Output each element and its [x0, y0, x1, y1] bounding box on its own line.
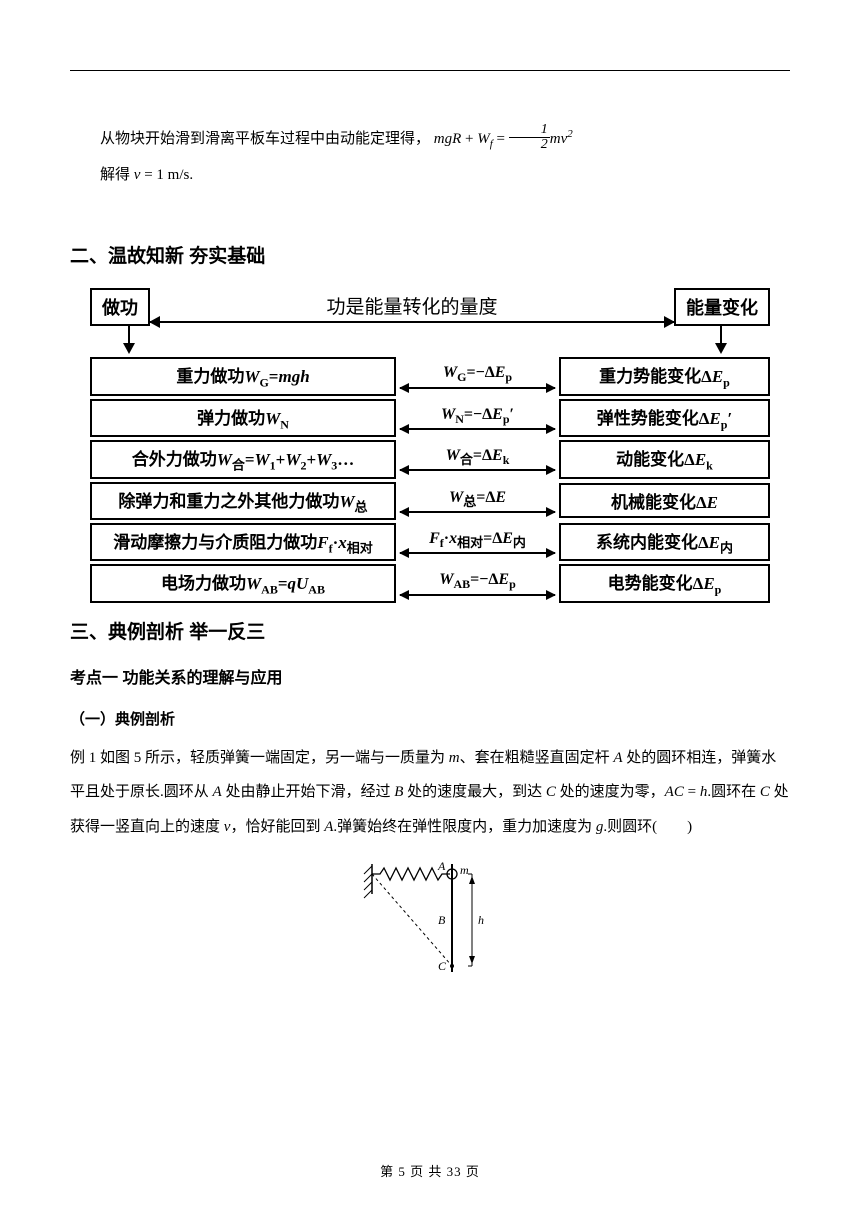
diagram-mid-arrow: W合=ΔEk — [396, 447, 559, 471]
diagram-top-left-box: 做功 — [90, 288, 150, 326]
intro-line1: 从物块开始滑到滑离平板车过程中由动能定理得， mgR + Wf = 12mv2 — [70, 121, 790, 157]
diagram-left-box: 电场力做功WAB=qUAB — [90, 564, 396, 602]
diagram-mid-label: Ff·x相对=ΔE内 — [429, 530, 526, 551]
diagram-row: 电场力做功WAB=qUAB WAB=−ΔEp 电势能变化ΔEp — [90, 564, 770, 602]
diagram-top-label: 功是能量转化的量度 — [326, 292, 497, 319]
example-1-text: 例 1 如图 5 所示，轻质弹簧一端固定，另一端与一质量为 m、套在粗糙竖直固定… — [70, 741, 790, 845]
diagram-left-box: 除弹力和重力之外其他力做功W总 — [90, 482, 396, 520]
diagram-row: 重力做功WG=mgh WG=−ΔEp 重力势能变化ΔEp — [90, 357, 770, 395]
down-arrow-icon — [98, 326, 158, 354]
diagram-left-box: 滑动摩擦力与介质阻力做功Ff·x相对 — [90, 523, 396, 561]
svg-text:B: B — [438, 913, 446, 927]
section-3-heading: 三、典例剖析 举一反三 — [70, 617, 790, 644]
svg-text:h: h — [478, 913, 484, 927]
diagram-mid-arrow: WAB=−ΔEp — [396, 571, 559, 595]
diagram-top-right-box: 能量变化 — [674, 288, 770, 326]
diagram-left-box: 合外力做功W合=W1+W2+W3… — [90, 440, 396, 478]
kaopoint-1-heading: 考点一 功能关系的理解与应用 — [70, 664, 790, 688]
diagram-row: 弹力做功WN WN=−ΔEp′ 弹性势能变化ΔEp′ — [90, 399, 770, 437]
intro-mgR: mgR — [434, 131, 462, 147]
diagram-left-box: 重力做功WG=mgh — [90, 357, 396, 395]
page-number: 第 5 页 共 33 页 — [0, 1161, 860, 1180]
intro-line2: 解得 v = 1 m/s. — [70, 157, 790, 193]
intro-W: W — [477, 131, 490, 147]
diagram-left-box: 弹力做功WN — [90, 399, 396, 437]
down-arrow-icon — [690, 326, 750, 354]
diagram-row: 滑动摩擦力与介质阻力做功Ff·x相对 Ff·x相对=ΔE内 系统内能变化ΔE内 — [90, 523, 770, 561]
diagram-mid-label: W合=ΔEk — [446, 447, 510, 468]
section-2-heading: 二、温故知新 夯实基础 — [70, 241, 790, 268]
svg-text:m: m — [460, 863, 469, 877]
svg-text:A: A — [437, 859, 446, 873]
fraction-half: 12 — [509, 123, 550, 152]
diagram-right-box: 动能变化ΔEk — [559, 440, 770, 478]
diagram-row: 合外力做功W合=W1+W2+W3… W合=ΔEk 动能变化ΔEk — [90, 440, 770, 478]
diagram-mid-label: WN=−ΔEp′ — [441, 406, 514, 427]
diagram-mid-arrow: Ff·x相对=ΔE内 — [396, 530, 559, 554]
diagram-right-box: 机械能变化ΔE — [559, 483, 770, 518]
top-rule — [70, 70, 790, 71]
svg-text:C: C — [438, 959, 447, 973]
diagram-right-box: 弹性势能变化ΔEp′ — [559, 399, 770, 437]
diagram-mid-arrow: W总=ΔE — [396, 489, 559, 513]
spring-rod-figure: A m B C h — [360, 854, 500, 989]
diagram-mid-label: W总=ΔE — [449, 489, 506, 510]
subsection-1-heading: （一）典例剖析 — [70, 708, 790, 729]
diagram-row: 除弹力和重力之外其他力做功W总 W总=ΔE 机械能变化ΔE — [90, 482, 770, 520]
diagram-top-arrow — [150, 321, 674, 323]
diagram-mid-arrow: WG=−ΔEp — [396, 364, 559, 388]
intro-text-1: 从物块开始滑到滑离平板车过程中由动能定理得， — [100, 131, 430, 147]
diagram-mid-label: WAB=−ΔEp — [439, 571, 516, 592]
diagram-right-box: 系统内能变化ΔE内 — [559, 523, 770, 561]
diagram-right-box: 重力势能变化ΔEp — [559, 357, 770, 395]
diagram-mid-arrow: WN=−ΔEp′ — [396, 406, 559, 430]
diagram-mid-label: WG=−ΔEp — [443, 364, 512, 385]
diagram-right-box: 电势能变化ΔEp — [559, 564, 770, 602]
work-energy-diagram: 做功 功是能量转化的量度 能量变化 重力做功WG=mgh WG=−ΔEp 重力势能变… — [90, 288, 770, 602]
